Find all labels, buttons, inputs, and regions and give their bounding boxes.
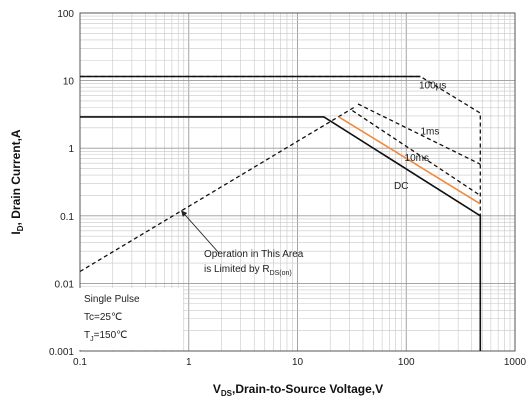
annotation-line2-sub: DS(on) <box>270 270 292 277</box>
x-axis-title-rest: ,Drain-to-Source Voltage,V <box>232 382 383 396</box>
x-axis-title-main: V <box>213 382 221 396</box>
y-axis-title-main: I <box>9 231 23 234</box>
annotation-line1: Operation in This Area <box>204 249 304 260</box>
conditions-line3-rest: =150℃ <box>94 330 128 341</box>
conditions-line2: Tc=25℃ <box>84 312 122 323</box>
y-axis-title-sub: D <box>16 225 25 231</box>
y-tick-label: 10 <box>63 77 75 88</box>
y-tick-label: 0.1 <box>60 212 74 223</box>
conditions-box: Single Pulse Tc=25℃ TJ=150℃ <box>79 288 183 350</box>
series-label: 10ms <box>405 153 429 164</box>
series-line <box>338 116 481 205</box>
annotation-arrow <box>180 210 220 254</box>
annotation-arrowhead <box>181 210 188 217</box>
x-tick-label: 100 <box>398 357 415 368</box>
y-tick-label: 100 <box>57 9 74 20</box>
grid-lines <box>79 13 515 352</box>
series-labels: 100μs 1ms 10ms DC <box>394 81 446 192</box>
conditions-line3-main: T <box>84 330 90 341</box>
y-tick-label: 0.001 <box>49 347 74 358</box>
x-tick-label: 0.1 <box>73 357 87 368</box>
annotation-line2: is Limited by RDS(on) <box>204 264 292 277</box>
plot-frame <box>79 12 516 352</box>
x-tick-label: 1000 <box>504 357 527 368</box>
annotation-line2-main: is Limited by R <box>204 264 270 275</box>
series-label: 100μs <box>419 81 446 92</box>
tick-labels: 0.1 1 10 100 1000 0.001 0.01 0.1 1 10 100 <box>49 9 527 368</box>
series-line <box>79 106 355 273</box>
series-label: 1ms <box>420 126 439 137</box>
y-tick-label: 0.01 <box>55 279 75 290</box>
x-axis-title-sub: DS <box>221 389 233 398</box>
series-group <box>79 75 482 351</box>
series-line-dc <box>80 116 482 351</box>
conditions-line1: Single Pulse <box>84 294 140 305</box>
series-label: DC <box>394 181 408 192</box>
conditions-line3: TJ=150℃ <box>84 330 127 343</box>
x-tick-label: 1 <box>186 357 192 368</box>
y-axis-title-rest: , Drain Current,A <box>9 129 23 225</box>
series-line-1ms <box>357 103 481 165</box>
series-line-10ms <box>352 110 481 197</box>
y-tick-label: 1 <box>68 144 74 155</box>
y-axis-title: ID, Drain Current,A <box>9 129 25 234</box>
conditions-box-background <box>79 288 183 350</box>
x-axis-title: VDS,Drain-to-Source Voltage,V <box>213 382 383 398</box>
x-tick-label: 10 <box>292 357 304 368</box>
conditions-line3-sub: J <box>90 336 94 343</box>
annotation: Operation in This Area is Limited by RDS… <box>180 210 304 277</box>
